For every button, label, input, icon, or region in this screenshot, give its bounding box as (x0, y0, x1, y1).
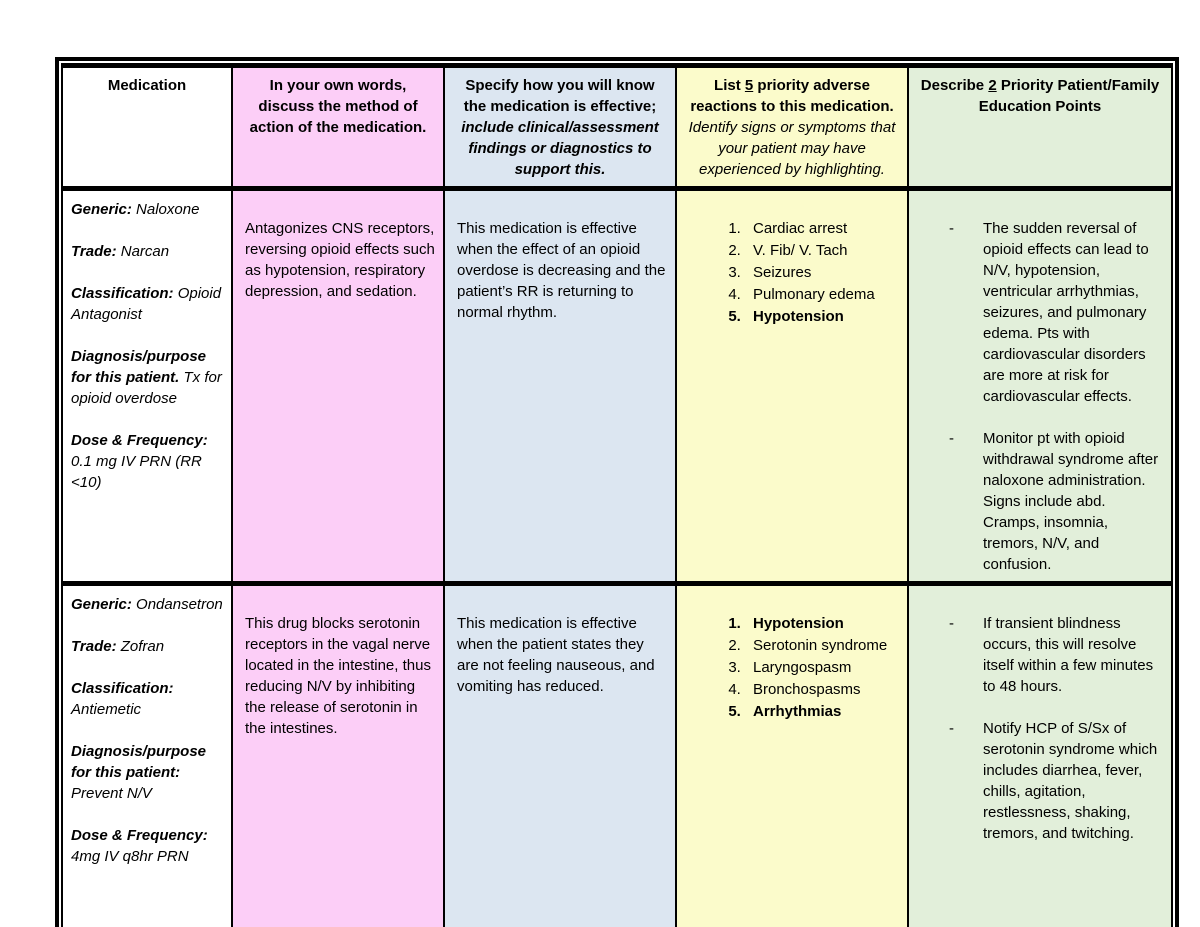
dose-group: Dose & Frequency: 4mg IV q8hr PRN (71, 825, 227, 867)
adverse-item: Laryngospasm (745, 657, 897, 678)
classification-group: Classification: Antiemetic (71, 678, 227, 720)
classification-group: Classification: Opioid Antagonist (71, 283, 227, 325)
diagnosis-value: Prevent N/V (71, 785, 152, 802)
cell-education-ondansetron: If transient blindness occurs, this will… (907, 581, 1173, 927)
adverse-item: Bronchospasms (745, 679, 897, 700)
dose-group: Dose & Frequency: 0.1 mg IV PRN (RR <10) (71, 430, 227, 493)
trade-group: Trade: Zofran (71, 636, 227, 657)
header-adverse-reactions: List 5 priority adverse reactions to thi… (675, 63, 909, 191)
adverse-item: Pulmonary edema (745, 284, 897, 305)
dose-value: 4mg IV q8hr PRN (71, 848, 189, 865)
generic-value: Naloxone (136, 201, 200, 218)
education-list: The sudden reversal of opioid effects ca… (919, 218, 1163, 575)
trade-label: Trade: (71, 638, 117, 655)
education-list: If transient blindness occurs, this will… (919, 613, 1163, 844)
generic-label: Generic: (71, 596, 132, 613)
classification-label: Classification: (71, 680, 174, 697)
generic-group: Generic: Naloxone (71, 199, 227, 220)
education-point: Monitor pt with opioid withdrawal syndro… (949, 428, 1163, 575)
cell-adverse-ondansetron: Hypotension Serotonin syndrome Laryngosp… (675, 581, 909, 927)
diagnosis-label: Diagnosis/purpose for this patient: (71, 743, 207, 781)
trade-value: Narcan (120, 243, 170, 260)
cell-adverse-naloxone: Cardiac arrest V. Fib/ V. Tach Seizures … (675, 186, 909, 586)
adverse-item: Cardiac arrest (745, 218, 897, 239)
action-text: Antagonizes CNS receptors, reversing opi… (245, 220, 435, 300)
header-education-post: Priority Patient/Family Education Points (978, 77, 1160, 115)
cell-effectiveness-ondansetron: This medication is effective when the pa… (443, 581, 677, 927)
classification-value: Opioid Antagonist (71, 285, 222, 323)
diagnosis-group: Diagnosis/purpose for this patient: Prev… (71, 741, 227, 804)
header-education-points: Describe 2 Priority Patient/Family Educa… (907, 63, 1173, 191)
cell-action-ondansetron: This drug blocks serotonin receptors in … (231, 581, 445, 927)
adverse-item-highlighted: Arrhythmias (745, 701, 897, 722)
effectiveness-text: This medication is effective when the ef… (457, 220, 666, 321)
dose-value: 0.1 mg IV PRN (RR <10) (71, 453, 202, 491)
header-adverse-note: Identify signs or symptoms that your pat… (688, 119, 896, 178)
adverse-list: Cardiac arrest V. Fib/ V. Tach Seizures … (687, 218, 897, 327)
adverse-item: Serotonin syndrome (745, 635, 897, 656)
generic-value: Ondansetron (136, 596, 223, 613)
adverse-list: Hypotension Serotonin syndrome Laryngosp… (687, 613, 897, 722)
header-effectiveness: Specify how you will know the medication… (443, 63, 677, 191)
header-education-number: 2 (988, 77, 997, 94)
cell-effectiveness-naloxone: This medication is effective when the ef… (443, 186, 677, 586)
header-effectiveness-main: Specify how you will know the medication… (463, 77, 657, 115)
education-point: If transient blindness occurs, this will… (949, 613, 1163, 697)
cell-education-naloxone: The sudden reversal of opioid effects ca… (907, 186, 1173, 586)
medication-table: Medication In your own words, discuss th… (61, 63, 1173, 927)
education-point: The sudden reversal of opioid effects ca… (949, 218, 1163, 407)
dose-label: Dose & Frequency: (71, 432, 208, 449)
cell-action-naloxone: Antagonizes CNS receptors, reversing opi… (231, 186, 445, 586)
trade-value: Zofran (120, 638, 165, 655)
cell-medication-naloxone: Generic: Naloxone Trade: Narcan Classifi… (61, 186, 233, 586)
generic-group: Generic: Ondansetron (71, 594, 227, 615)
table-row-ondansetron: Generic: Ondansetron Trade: Zofran Class… (61, 581, 1173, 927)
table-row-naloxone: Generic: Naloxone Trade: Narcan Classifi… (61, 186, 1173, 586)
adverse-item-highlighted: Hypotension (745, 306, 897, 327)
dose-label: Dose & Frequency: (71, 827, 208, 844)
action-text: This drug blocks serotonin receptors in … (245, 615, 431, 737)
header-adverse-pre: List (714, 77, 745, 94)
education-point: Notify HCP of S/Sx of serotonin syndrome… (949, 718, 1163, 844)
header-method-of-action: In your own words, discuss the method of… (231, 63, 445, 191)
header-row: Medication In your own words, discuss th… (61, 63, 1173, 191)
adverse-item: V. Fib/ V. Tach (745, 240, 897, 261)
cell-medication-ondansetron: Generic: Ondansetron Trade: Zofran Class… (61, 581, 233, 927)
header-effectiveness-italic: include clinical/assessment findings or … (461, 119, 659, 178)
header-adverse-post: priority adverse reactions to this medic… (690, 77, 894, 115)
adverse-item-highlighted: Hypotension (745, 613, 897, 634)
adverse-item: Seizures (745, 262, 897, 283)
diagnosis-value: Tx for opioid overdose (71, 369, 222, 407)
diagnosis-label: Diagnosis/purpose for this patient. (71, 348, 207, 386)
diagnosis-group: Diagnosis/purpose for this patient. Tx f… (71, 346, 227, 409)
generic-label: Generic: (71, 201, 132, 218)
medication-table-frame: Medication In your own words, discuss th… (55, 57, 1179, 927)
header-medication: Medication (61, 63, 233, 191)
header-adverse-number: 5 (744, 77, 754, 94)
trade-group: Trade: Narcan (71, 241, 227, 262)
classification-value: Antiemetic (71, 701, 142, 718)
header-medication-label: Medication (107, 77, 187, 94)
trade-label: Trade: (71, 243, 117, 260)
header-action-label: In your own words, discuss the method of… (249, 77, 427, 136)
header-education-pre: Describe (920, 77, 989, 94)
effectiveness-text: This medication is effective when the pa… (457, 615, 655, 695)
classification-label: Classification: (71, 285, 174, 302)
